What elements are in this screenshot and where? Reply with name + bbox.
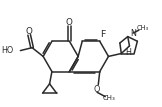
Text: H: H [125, 48, 131, 57]
Text: CH₃: CH₃ [103, 95, 116, 101]
Text: HO: HO [2, 46, 14, 55]
Text: CH₃: CH₃ [136, 25, 148, 31]
Text: O: O [26, 27, 33, 36]
Text: O: O [94, 85, 100, 94]
Text: N: N [130, 29, 136, 38]
Text: O: O [66, 18, 73, 27]
Text: F: F [101, 30, 106, 39]
